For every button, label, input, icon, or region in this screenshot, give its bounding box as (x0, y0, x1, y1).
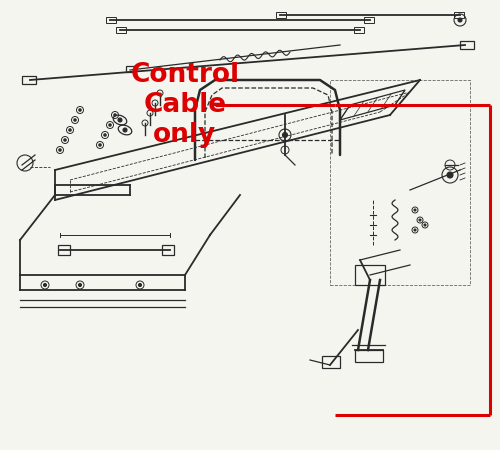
Circle shape (114, 114, 116, 116)
Circle shape (424, 224, 426, 226)
Bar (126, 66, 136, 72)
Circle shape (419, 219, 421, 221)
Circle shape (414, 229, 416, 231)
Bar (116, 27, 126, 33)
Text: Cable: Cable (144, 92, 226, 118)
Bar (354, 27, 364, 33)
Text: Control: Control (130, 62, 240, 88)
Circle shape (69, 129, 71, 131)
Circle shape (109, 124, 111, 126)
Bar (454, 12, 464, 18)
Bar (22, 76, 36, 84)
Bar (58, 245, 70, 255)
Circle shape (64, 139, 66, 141)
Circle shape (138, 284, 141, 287)
Circle shape (414, 209, 416, 211)
Circle shape (104, 134, 106, 136)
Circle shape (282, 132, 288, 138)
Circle shape (118, 118, 122, 122)
Text: only: only (154, 122, 216, 148)
Bar (364, 17, 374, 23)
Bar (355, 350, 383, 362)
Circle shape (99, 144, 101, 146)
Circle shape (447, 172, 453, 178)
Circle shape (74, 119, 76, 121)
Bar (106, 17, 116, 23)
Circle shape (79, 109, 81, 111)
Circle shape (44, 284, 46, 287)
Bar (460, 41, 474, 49)
Bar (276, 12, 286, 18)
Bar (162, 245, 174, 255)
Bar (322, 356, 340, 368)
Circle shape (458, 18, 462, 22)
Circle shape (59, 149, 61, 151)
Circle shape (78, 284, 82, 287)
Circle shape (123, 128, 127, 132)
Bar (355, 265, 385, 285)
